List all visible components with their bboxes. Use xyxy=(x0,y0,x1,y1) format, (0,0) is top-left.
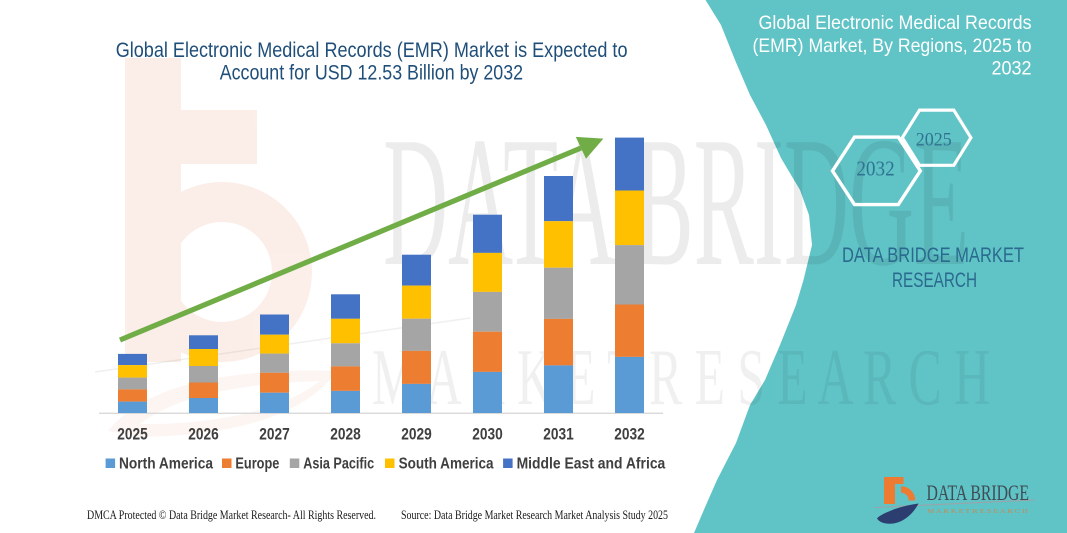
svg-text:Global Electronic Medical Reco: Global Electronic Medical Records (EMR) … xyxy=(116,39,628,62)
svg-text:North America: North America xyxy=(119,456,213,473)
svg-text:2025: 2025 xyxy=(916,129,952,150)
svg-text:2031: 2031 xyxy=(543,426,574,444)
svg-text:2029: 2029 xyxy=(401,426,432,444)
svg-text:M A R K E T R E S E A R C H: M A R K E T R E S E A R C H xyxy=(372,334,990,422)
svg-text:2028: 2028 xyxy=(330,426,361,444)
svg-text:Account for USD 12.53 Billion: Account for USD 12.53 Billion by 2032 xyxy=(220,61,523,84)
svg-text:DMCA Protected © Data Bridge M: DMCA Protected © Data Bridge Market Rese… xyxy=(87,507,376,522)
svg-text:(EMR) Market, By Regions, 2025: (EMR) Market, By Regions, 2025 to xyxy=(753,35,1032,57)
svg-text:2030: 2030 xyxy=(472,426,503,444)
svg-text:M A R K E T R E S E A R C H: M A R K E T R E S E A R C H xyxy=(927,508,1028,515)
svg-text:2032: 2032 xyxy=(856,156,894,180)
svg-text:Source: Data Bridge Market Res: Source: Data Bridge Market Research Mark… xyxy=(401,507,668,522)
svg-text:RESEARCH: RESEARCH xyxy=(892,269,977,292)
svg-text:DATA BRIDGE: DATA BRIDGE xyxy=(927,480,1030,505)
svg-text:Global Electronic Medical Reco: Global Electronic Medical Records xyxy=(759,12,1032,34)
svg-text:Middle East and Africa: Middle East and Africa xyxy=(517,456,666,473)
svg-text:2032: 2032 xyxy=(992,57,1032,79)
svg-text:DATA BRIDGE MARKET: DATA BRIDGE MARKET xyxy=(842,244,1024,267)
svg-text:2025: 2025 xyxy=(117,426,148,444)
svg-text:DATA BRIDGE: DATA BRIDGE xyxy=(383,99,969,305)
svg-text:2032: 2032 xyxy=(614,426,645,444)
svg-text:2027: 2027 xyxy=(259,426,290,444)
svg-text:Europe: Europe xyxy=(235,456,279,473)
svg-text:South America: South America xyxy=(399,456,494,473)
svg-text:2026: 2026 xyxy=(188,426,219,444)
svg-text:Asia Pacific: Asia Pacific xyxy=(303,456,374,473)
